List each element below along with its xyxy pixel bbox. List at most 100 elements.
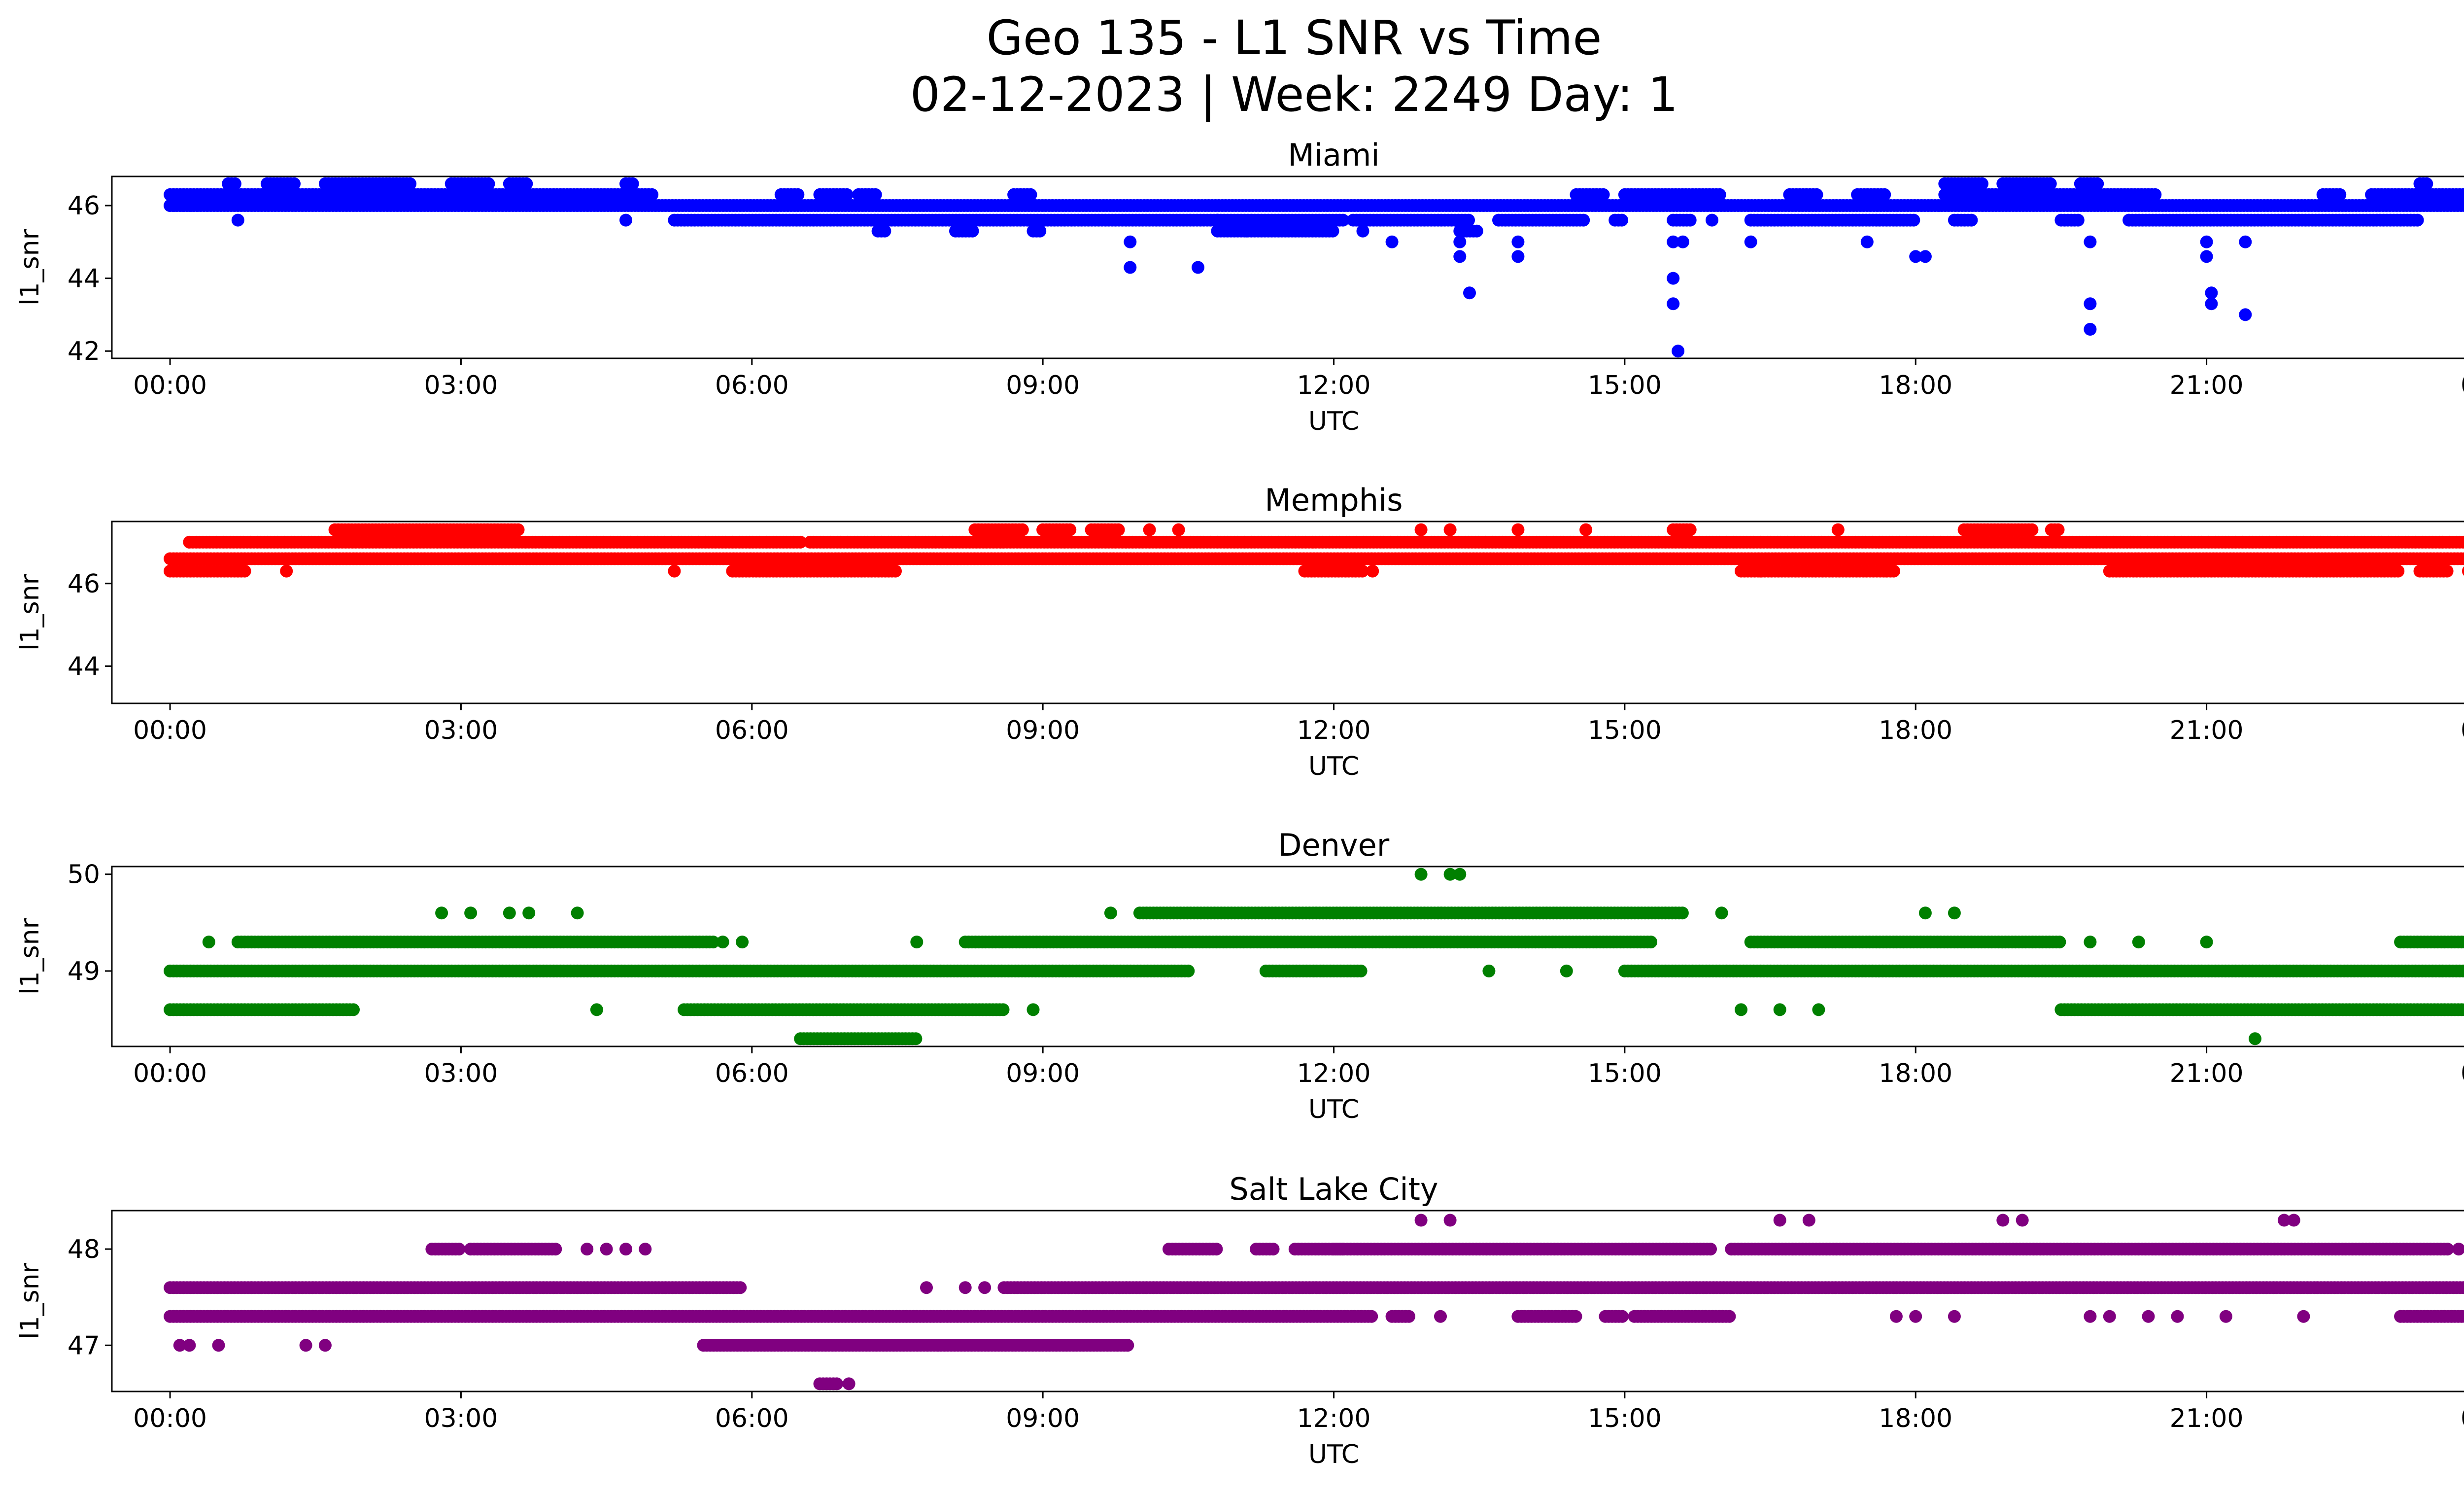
data-point: [202, 936, 215, 949]
data-point: [571, 906, 584, 920]
data-point: [2460, 965, 2464, 977]
data-point: [1948, 906, 1961, 920]
data-point: [1918, 250, 1932, 263]
data-point: [503, 906, 516, 920]
data-point: [280, 564, 293, 578]
data-point: [2459, 936, 2464, 948]
data-point: [1356, 224, 1369, 238]
data-point: [520, 177, 533, 190]
data-point: [1511, 523, 1525, 536]
x-tick-label: 21:00: [2170, 371, 2244, 400]
data-point: [2025, 523, 2039, 536]
data-point: [1192, 261, 1204, 274]
data-series: [164, 177, 2464, 358]
data-point: [1385, 235, 1399, 248]
data-point: [347, 1003, 360, 1016]
data-point: [2239, 308, 2252, 321]
x-tick-label: 06:00: [715, 371, 789, 400]
data-point: [1615, 213, 1628, 227]
data-point: [1976, 177, 1988, 190]
data-point: [1683, 523, 1697, 536]
data-point: [1336, 213, 1350, 227]
data-point: [2392, 564, 2405, 578]
axes-frame: [111, 866, 2464, 1047]
data-point: [1326, 224, 1339, 238]
x-tick-label: 12:00: [1297, 1059, 1371, 1088]
x-axis-label: UTC: [1308, 752, 1359, 781]
x-tick-label: 09:00: [1006, 371, 1080, 400]
data-point: [590, 1003, 603, 1016]
data-point: [1560, 964, 1573, 977]
data-point: [2462, 1005, 2464, 1014]
data-point: [966, 224, 979, 238]
data-point: [1597, 188, 1610, 201]
data-point: [668, 564, 681, 578]
data-point: [1240, 224, 1253, 238]
data-point: [1143, 523, 1156, 536]
data-point: [619, 213, 632, 227]
x-tick-label: 03:00: [424, 716, 498, 745]
x-tick-label: 03:00: [424, 1059, 498, 1088]
x-tick-label: 15:00: [1588, 716, 1662, 745]
data-point: [1453, 235, 1467, 248]
x-tick-label: 00:00: [2461, 716, 2464, 745]
figure-title-line1: Geo 135 - L1 SNR vs Time: [987, 10, 1602, 66]
data-point: [2084, 323, 2097, 336]
data-point: [1672, 345, 1685, 358]
data-point: [909, 1032, 923, 1045]
data-point: [1744, 235, 1757, 248]
data-point: [1713, 188, 1726, 201]
data-point: [228, 177, 241, 190]
data-point: [2461, 554, 2464, 564]
data-series: [164, 523, 2464, 578]
x-tick-label: 12:00: [1297, 716, 1371, 745]
data-point: [1878, 188, 1891, 201]
axes-frame: [111, 521, 2464, 704]
data-point: [1754, 564, 1767, 578]
data-point: [910, 936, 924, 949]
data-point: [2071, 213, 2085, 227]
data-point: [1667, 272, 1680, 285]
data-point: [707, 936, 720, 949]
data-point: [2459, 1003, 2464, 1016]
subplot-title: Denver: [1278, 827, 1390, 863]
data-point: [736, 936, 749, 949]
y-tick-label: 42: [68, 337, 100, 366]
data-point: [1124, 261, 1137, 274]
x-tick-label: 18:00: [1879, 1059, 1952, 1088]
data-point: [1443, 868, 1457, 881]
data-point: [1511, 235, 1525, 248]
data-point: [1354, 964, 1368, 977]
data-point: [716, 936, 729, 949]
data-point: [2460, 536, 2464, 548]
subplot-title: Memphis: [1265, 482, 1403, 518]
data-point: [2084, 936, 2097, 949]
data-point: [1810, 188, 1823, 201]
data-point: [1715, 906, 1728, 920]
x-tick-label: 00:00: [133, 1059, 207, 1088]
figure-title-line2: 02-12-2023 | Week: 2249 Day: 1: [910, 67, 1678, 123]
data-point: [1356, 564, 1369, 578]
data-point: [2053, 936, 2066, 949]
data-point: [1676, 906, 1689, 920]
y-tick-label: 46: [68, 569, 100, 599]
data-point: [2132, 936, 2145, 949]
x-tick-label: 18:00: [1879, 716, 1952, 745]
data-point: [2460, 188, 2464, 201]
x-tick-label: 18:00: [1879, 371, 1952, 400]
x-tick-label: 09:00: [1006, 716, 1080, 745]
data-point: [2084, 297, 2097, 311]
data-point: [1667, 297, 1680, 311]
data-point: [2440, 564, 2454, 578]
data-point: [889, 564, 902, 578]
data-point: [1831, 523, 1845, 536]
data-point: [231, 564, 244, 578]
data-point: [794, 535, 807, 549]
data-point: [2052, 523, 2065, 536]
x-tick-label: 06:00: [715, 716, 789, 745]
data-point: [2461, 200, 2464, 211]
data-point: [1016, 523, 1029, 536]
y-tick-label: 46: [68, 191, 100, 221]
